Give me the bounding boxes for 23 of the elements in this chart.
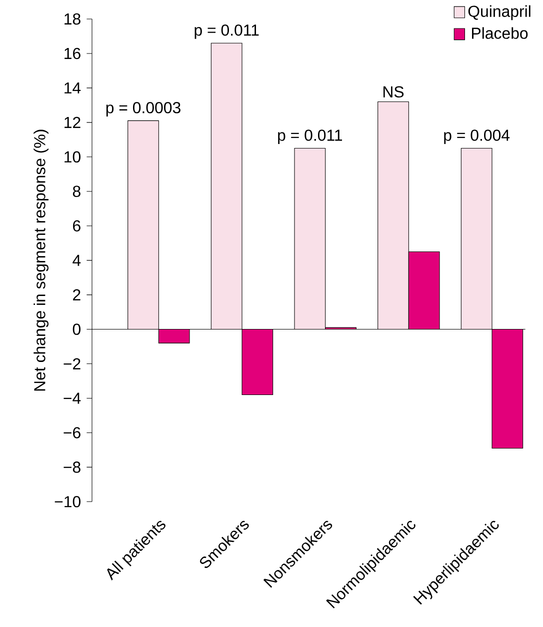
y-tick-label: 18	[64, 13, 80, 25]
y-tick-label: 6	[73, 220, 80, 232]
y-tick-label: 0	[72, 324, 80, 335]
legend-label: Quinapril	[468, 5, 530, 20]
y-tick-label: −8	[64, 462, 80, 473]
y-tick-label: 12	[64, 116, 80, 128]
y-tick-label: 10	[64, 151, 80, 163]
y-tick-label: −10	[54, 496, 80, 508]
annotation: p = 0.004	[444, 130, 510, 144]
legend-label: Placebo	[472, 27, 528, 39]
annotation: p = 0.0003	[106, 102, 180, 116]
y-tick-label: −6	[64, 427, 80, 438]
y-tick-label: 4	[72, 254, 81, 266]
y-tick-label: −2	[64, 358, 80, 370]
annotation: NS	[383, 86, 404, 98]
annotation: p = 0.011	[194, 24, 259, 39]
y-tick-label: 2	[73, 289, 80, 300]
y-tick-label: 16	[64, 48, 80, 60]
y-tick-label: −4	[64, 392, 81, 404]
annotation: p = 0.011	[278, 130, 342, 144]
y-tick-label: 14	[64, 82, 81, 94]
y-axis-title: Net change in segment response (%)	[34, 130, 48, 391]
y-tick-label: 8	[72, 186, 80, 198]
